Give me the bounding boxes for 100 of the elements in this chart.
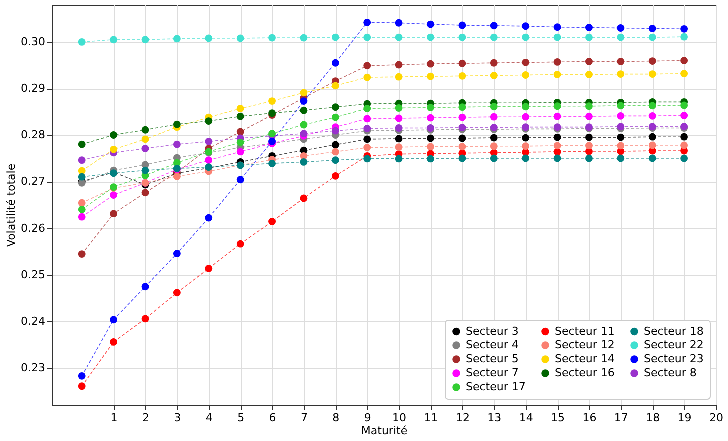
point: [236, 176, 244, 184]
legend-label: Secteur 12: [555, 338, 615, 352]
point: [586, 24, 593, 32]
point: [680, 33, 688, 41]
point: [110, 210, 118, 218]
point: [142, 36, 150, 44]
point: [78, 206, 86, 214]
point: [522, 34, 530, 42]
x-tick-label: 17: [614, 412, 628, 424]
point: [427, 72, 434, 80]
legend-label: Secteur 5: [466, 352, 519, 366]
y-tick-label: 0.29: [21, 82, 46, 96]
point: [554, 58, 562, 66]
x-tick-label: 4: [206, 412, 213, 424]
point: [173, 250, 181, 258]
legend-label: Secteur 11: [555, 324, 615, 338]
point: [395, 19, 403, 27]
point: [142, 126, 150, 134]
point: [490, 154, 498, 162]
point: [364, 125, 372, 132]
point: [300, 34, 308, 42]
point: [458, 134, 466, 142]
point: [648, 112, 656, 120]
point: [586, 102, 593, 110]
point: [427, 155, 434, 163]
point: [680, 102, 688, 110]
point: [490, 142, 498, 150]
point: [490, 72, 498, 80]
y-axis-title: Volatilité totale: [5, 164, 18, 248]
point: [617, 102, 625, 110]
point: [490, 34, 498, 42]
point: [648, 133, 656, 141]
x-tick-label: 14: [519, 412, 534, 424]
point: [554, 142, 562, 150]
legend-label: Secteur 23: [644, 352, 704, 366]
point: [78, 140, 86, 148]
x-tick-label: 7: [300, 412, 308, 424]
point: [490, 22, 498, 30]
point: [458, 60, 466, 68]
point: [680, 112, 688, 120]
point: [236, 128, 244, 136]
point: [110, 316, 118, 324]
point: [522, 154, 530, 162]
point: [554, 71, 562, 78]
point: [648, 25, 656, 32]
point: [78, 199, 86, 207]
point: [332, 104, 340, 112]
point: [300, 121, 308, 129]
point: [364, 62, 372, 70]
point: [268, 218, 276, 226]
legend-label: Secteur 3: [466, 324, 519, 338]
point: [586, 58, 593, 66]
point: [586, 134, 593, 142]
point: [173, 172, 181, 180]
point: [78, 156, 86, 164]
point: [586, 154, 593, 162]
point: [236, 34, 244, 42]
point: [554, 34, 562, 42]
point: [617, 70, 625, 78]
point: [364, 155, 372, 163]
point: [268, 34, 276, 42]
y-tick-label: 0.30: [21, 36, 46, 49]
point: [78, 38, 86, 46]
point: [236, 105, 244, 112]
point: [586, 71, 593, 78]
point: [142, 283, 150, 291]
point: [395, 144, 403, 152]
point: [617, 58, 625, 66]
point: [332, 82, 340, 90]
point: [617, 24, 625, 32]
point: [680, 25, 688, 33]
point: [522, 113, 530, 121]
point: [142, 166, 150, 174]
point: [364, 34, 372, 42]
x-tick-label: 9: [364, 412, 372, 424]
point: [364, 18, 372, 26]
point: [110, 146, 118, 154]
point: [648, 102, 656, 110]
x-tick-label: 19: [678, 412, 692, 424]
y-tick-label: 0.23: [21, 361, 46, 374]
y-tick-label: 0.28: [21, 128, 46, 142]
legend-label: Secteur 22: [644, 338, 704, 352]
point: [236, 138, 244, 146]
point: [78, 382, 86, 390]
point: [332, 172, 340, 180]
x-axis-title: Maturité: [361, 424, 408, 438]
point: [395, 34, 403, 42]
point: [648, 58, 656, 65]
x-tick-label: 18: [646, 412, 660, 424]
x-tick-label: 6: [269, 412, 276, 424]
point: [648, 142, 656, 150]
x-tick-label: 11: [424, 412, 438, 424]
point: [332, 59, 340, 67]
point: [554, 24, 562, 32]
point: [617, 112, 625, 120]
point: [268, 98, 276, 105]
point: [617, 34, 625, 42]
point: [364, 115, 372, 123]
legend-label: Secteur 14: [555, 352, 615, 366]
point: [680, 142, 688, 150]
